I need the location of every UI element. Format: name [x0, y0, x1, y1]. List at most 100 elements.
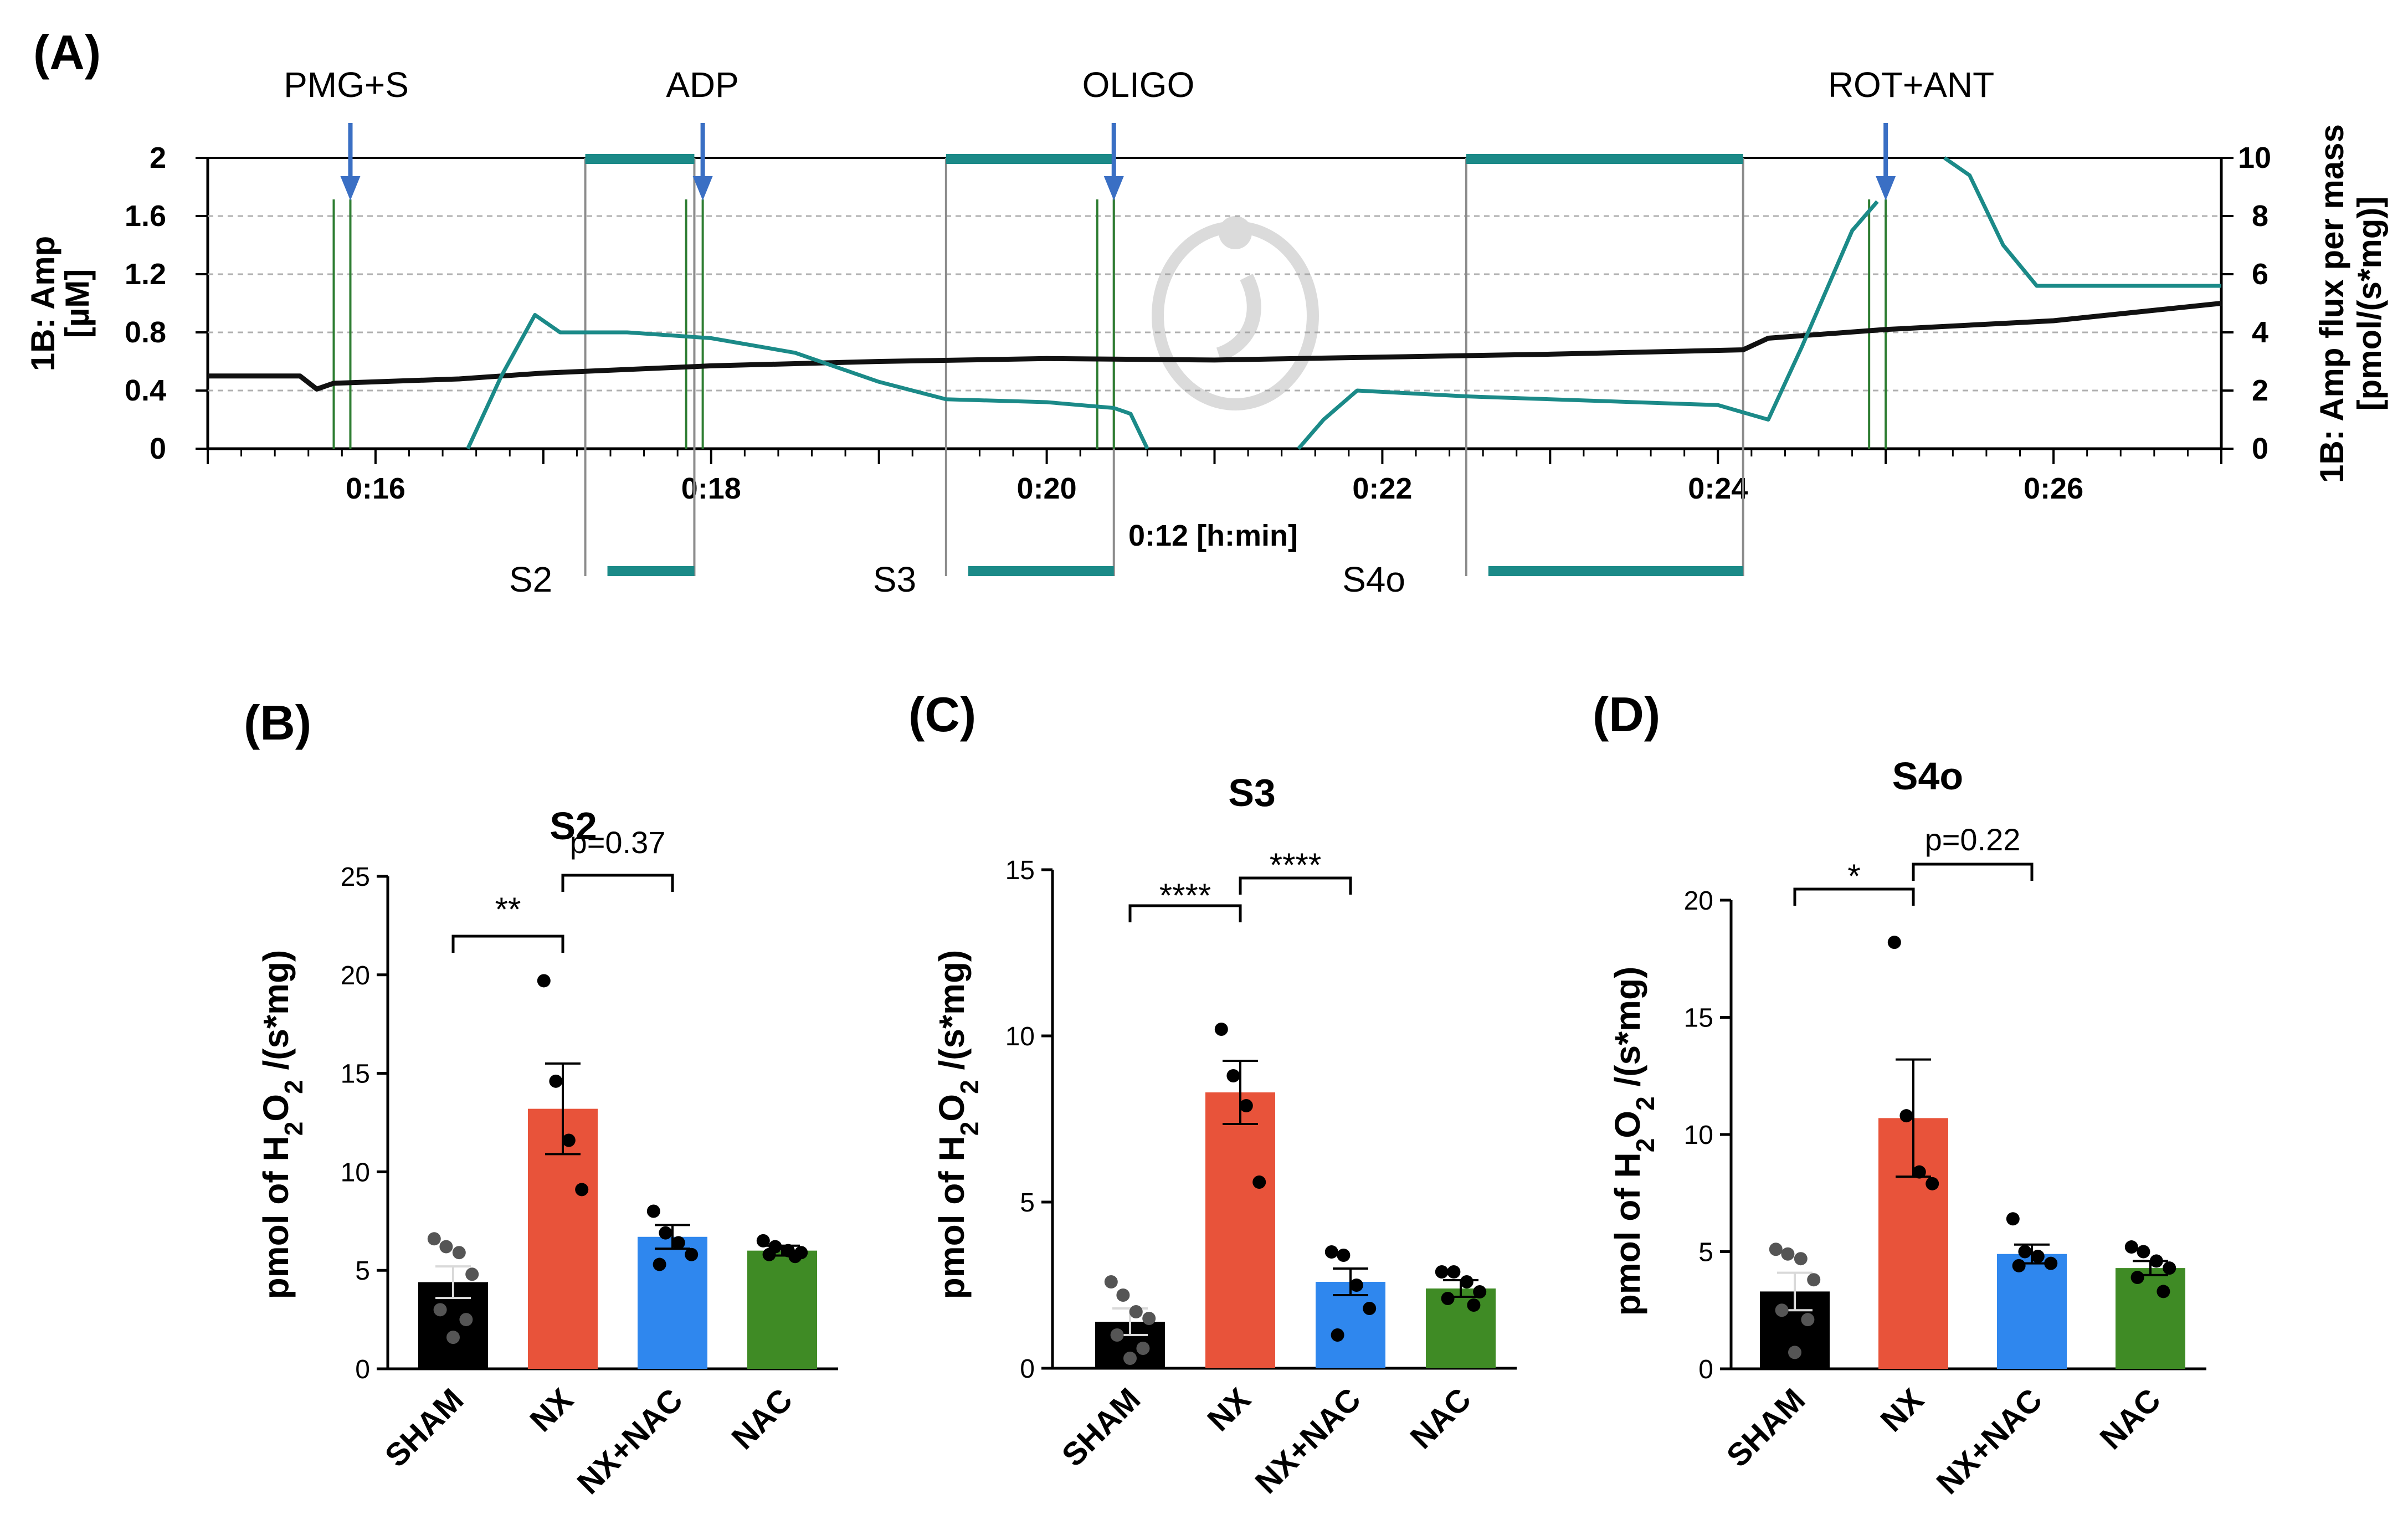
panel-a-state-markers: S2 S3 S4o: [509, 154, 1744, 599]
data-point: [465, 1267, 479, 1281]
x-axis-label: 0:12 [h:min]: [1128, 519, 1298, 552]
x-tick-label: 0:26: [2024, 472, 2083, 505]
significance-label: *: [1847, 858, 1860, 895]
data-point: [1887, 936, 1901, 949]
category-label: NX+NAC: [570, 1382, 690, 1501]
data-point: [433, 1303, 447, 1317]
state-label: S2: [509, 559, 552, 599]
data-point: [646, 1204, 660, 1218]
bar: [1205, 1092, 1275, 1368]
panel-a-series: [208, 156, 2222, 450]
y-tick-label: 0: [1698, 1355, 1713, 1384]
data-point: [788, 1250, 802, 1264]
injection-label: ROT+ANT: [1828, 65, 1994, 105]
left-tick-label: 2: [150, 141, 166, 174]
panel-a-left-ticks: 0 0.4 0.8 1.2 1.6 2: [125, 141, 166, 465]
data-point: [2012, 1259, 2026, 1272]
right-tick-label: 0: [2252, 432, 2268, 465]
x-tick-label: 0:16: [346, 472, 405, 505]
y-tick-label: 25: [341, 863, 370, 892]
data-point: [1912, 1165, 1926, 1179]
left-axis-label-line2: [µM]: [59, 269, 96, 338]
y-tick-label: 20: [1684, 886, 1713, 916]
data-point: [1363, 1302, 1377, 1315]
data-point: [2163, 1261, 2176, 1275]
state-bottom-bar: [1488, 566, 1743, 576]
y-tick-label: 5: [1020, 1188, 1035, 1218]
y-tick-label: 0: [1020, 1354, 1035, 1384]
data-point: [446, 1331, 460, 1344]
left-tick-label: 1.6: [125, 199, 166, 233]
data-point: [1324, 1245, 1338, 1259]
data-point: [1239, 1099, 1253, 1112]
data-point: [1226, 1069, 1240, 1082]
state-bottom-bar: [607, 566, 695, 576]
injection-label: OLIGO: [1082, 65, 1195, 105]
data-point: [575, 1183, 589, 1197]
data-point: [671, 1236, 685, 1250]
data-point: [1337, 1249, 1351, 1262]
data-point: [2149, 1254, 2163, 1268]
bar: [2116, 1268, 2185, 1369]
category-label: NX: [1873, 1382, 1930, 1439]
data-point: [1123, 1352, 1137, 1365]
data-point: [1252, 1175, 1266, 1189]
panel-a-right-ticks: 0 2 4 6 8 10: [2238, 141, 2271, 465]
panel-d-title: S4o: [1892, 754, 1963, 798]
data-point: [1349, 1279, 1363, 1292]
y-tick-label: 0: [355, 1355, 370, 1384]
panel-a-x-ticks: 0:16 0:18 0:20 0:22 0:24 0:26: [207, 449, 2222, 505]
data-point: [1781, 1247, 1795, 1261]
y-tick-label: 20: [341, 961, 370, 990]
category-label: NX: [1200, 1381, 1257, 1438]
data-point: [653, 1257, 666, 1271]
y-tick-label: 10: [341, 1158, 370, 1187]
y-tick-label: 5: [1698, 1238, 1713, 1267]
data-point: [439, 1240, 453, 1254]
data-point: [1775, 1303, 1789, 1317]
data-point: [1331, 1328, 1344, 1342]
data-point: [2031, 1249, 2045, 1263]
panel-a-injections: PMG+S ADP OLIGO ROT+ANT: [284, 65, 1994, 449]
category-label: NX+NAC: [1929, 1382, 2049, 1501]
data-point: [1467, 1298, 1481, 1312]
y-tick-label: 10: [1005, 1022, 1035, 1051]
x-tick-label: 0:22: [1352, 472, 1412, 505]
y-tick-label: 5: [355, 1256, 370, 1286]
right-tick-label: 6: [2252, 258, 2268, 291]
panel-b: (B) S2 0 5 10 15 20 25 pmol of H2O2 /(s*mg) SHA…: [244, 695, 838, 1501]
data-point: [1899, 1109, 1913, 1123]
amp-flux-line: [1297, 200, 1879, 450]
state-label: S3: [873, 559, 916, 599]
significance-bracket: [1793, 887, 1915, 906]
category-label: NAC: [2093, 1382, 2168, 1456]
data-point: [1142, 1312, 1156, 1325]
significance-label: ****: [1270, 846, 1321, 884]
panel-b-title: S2: [550, 804, 597, 848]
data-point: [1807, 1273, 1821, 1287]
right-tick-label: 8: [2252, 199, 2268, 233]
data-point: [2018, 1245, 2032, 1259]
data-point: [1788, 1346, 1801, 1359]
bar: [1426, 1288, 1496, 1368]
category-label: SHAM: [1719, 1382, 1812, 1474]
state-top-bar: [585, 154, 695, 164]
panel-d-letter: (D): [1593, 687, 1660, 742]
data-point: [1435, 1265, 1449, 1279]
bar: [747, 1250, 817, 1369]
data-point: [756, 1234, 770, 1247]
data-point: [659, 1226, 672, 1240]
data-point: [1129, 1305, 1143, 1318]
data-point: [2157, 1285, 2170, 1298]
amp-concentration-line: [208, 301, 2222, 392]
y-axis-label: pmol of H2O2 /(s*mg): [1608, 967, 1660, 1316]
data-point: [1116, 1288, 1130, 1302]
injection-arrow-head: [340, 176, 361, 201]
category-label: NAC: [725, 1382, 799, 1456]
data-point: [762, 1247, 776, 1261]
significance-bracket: [1912, 863, 2034, 881]
panel-a: (A) 0 0.4 0.8 1.2 1.6 2 0 2 4 6 8 10 0:1…: [24, 25, 2388, 599]
data-point: [1214, 1023, 1228, 1036]
